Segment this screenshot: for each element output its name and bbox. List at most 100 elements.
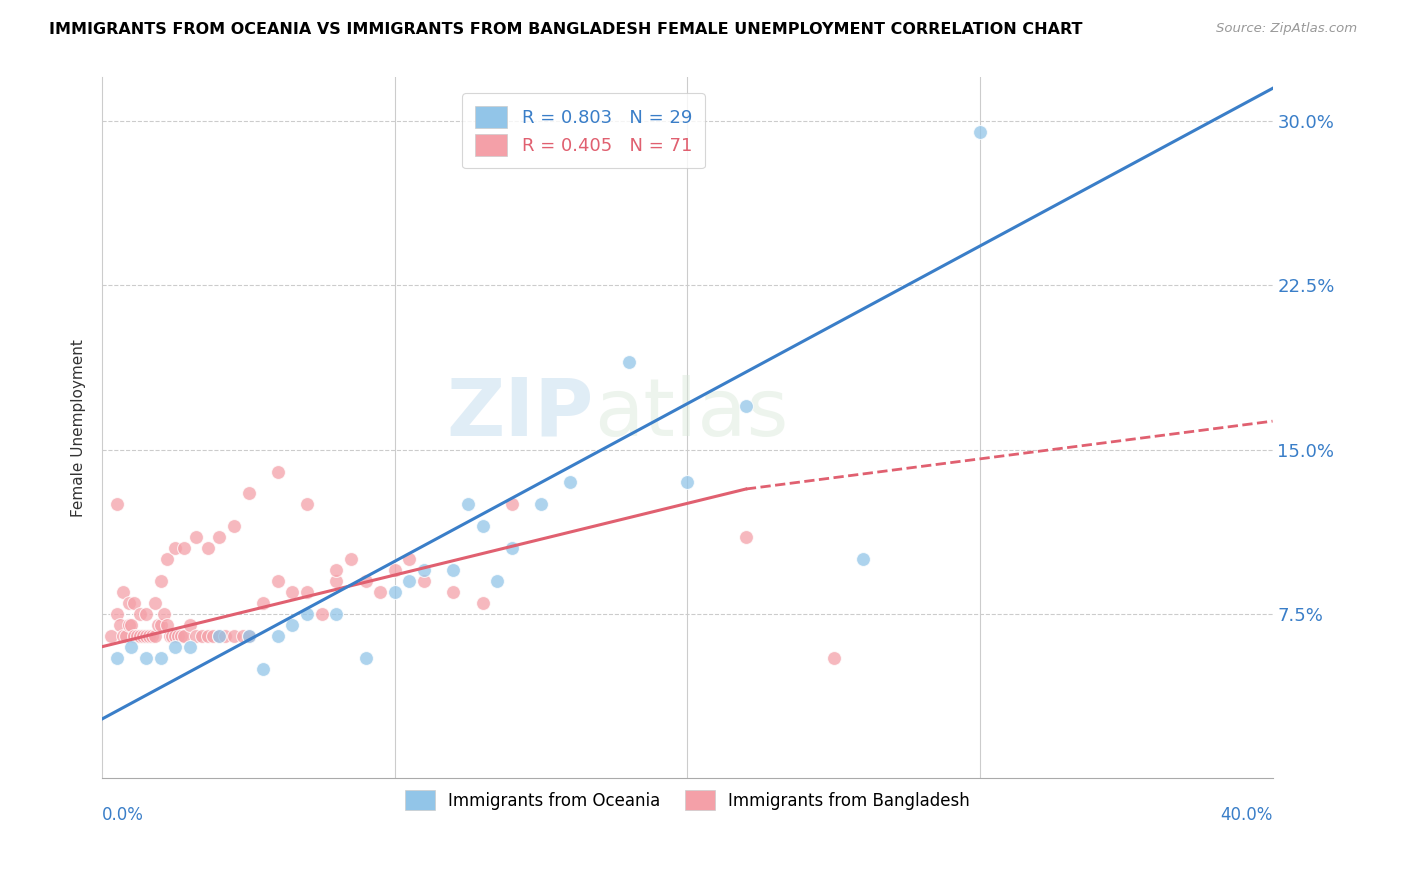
Point: [252, 661, 274, 675]
Point: [413, 574, 436, 588]
Text: IMMIGRANTS FROM OCEANIA VS IMMIGRANTS FROM BANGLADESH FEMALE UNEMPLOYMENT CORREL: IMMIGRANTS FROM OCEANIA VS IMMIGRANTS FR…: [49, 22, 1083, 37]
Point: [560, 475, 582, 490]
Point: [149, 574, 172, 588]
Point: [127, 629, 149, 643]
Point: [281, 585, 304, 599]
Point: [384, 563, 406, 577]
Point: [132, 629, 155, 643]
Point: [267, 629, 290, 643]
Point: [617, 355, 640, 369]
Text: Source: ZipAtlas.com: Source: ZipAtlas.com: [1216, 22, 1357, 36]
Point: [190, 629, 212, 643]
Point: [311, 607, 333, 621]
Point: [152, 607, 174, 621]
Point: [124, 596, 146, 610]
Point: [108, 617, 131, 632]
Point: [325, 574, 347, 588]
Point: [267, 465, 290, 479]
Text: atlas: atlas: [593, 375, 789, 453]
Point: [179, 617, 201, 632]
Point: [471, 596, 494, 610]
Point: [155, 552, 177, 566]
Y-axis label: Female Unemployment: Female Unemployment: [72, 339, 86, 516]
Point: [173, 629, 195, 643]
Point: [486, 574, 509, 588]
Point: [457, 497, 479, 511]
Text: ZIP: ZIP: [447, 375, 593, 453]
Point: [735, 530, 758, 544]
Point: [184, 629, 207, 643]
Point: [413, 563, 436, 577]
Point: [135, 607, 157, 621]
Point: [141, 629, 163, 643]
Point: [295, 607, 318, 621]
Point: [208, 629, 231, 643]
Legend: Immigrants from Oceania, Immigrants from Bangladesh: Immigrants from Oceania, Immigrants from…: [396, 781, 979, 819]
Point: [295, 585, 318, 599]
Point: [252, 596, 274, 610]
Point: [823, 650, 845, 665]
Point: [340, 552, 363, 566]
Point: [197, 629, 219, 643]
Point: [267, 574, 290, 588]
Point: [179, 640, 201, 654]
Point: [105, 650, 128, 665]
Point: [222, 519, 245, 533]
Point: [143, 629, 166, 643]
Point: [162, 629, 184, 643]
Point: [138, 629, 160, 643]
Point: [676, 475, 699, 490]
Point: [384, 585, 406, 599]
Point: [441, 585, 464, 599]
Point: [295, 497, 318, 511]
Point: [325, 563, 347, 577]
Text: 40.0%: 40.0%: [1220, 806, 1272, 824]
Point: [129, 629, 152, 643]
Point: [165, 629, 187, 643]
Point: [238, 629, 260, 643]
Point: [354, 574, 377, 588]
Point: [214, 629, 236, 643]
Point: [149, 650, 172, 665]
Point: [441, 563, 464, 577]
Point: [208, 530, 231, 544]
Point: [735, 399, 758, 413]
Point: [114, 629, 136, 643]
Point: [117, 617, 139, 632]
Point: [208, 629, 231, 643]
Point: [149, 617, 172, 632]
Point: [155, 617, 177, 632]
Point: [197, 541, 219, 555]
Point: [159, 629, 181, 643]
Point: [170, 629, 193, 643]
Point: [135, 629, 157, 643]
Text: 0.0%: 0.0%: [103, 806, 143, 824]
Point: [184, 530, 207, 544]
Point: [471, 519, 494, 533]
Point: [167, 629, 190, 643]
Point: [129, 607, 152, 621]
Point: [121, 640, 143, 654]
Point: [105, 607, 128, 621]
Point: [238, 486, 260, 500]
Point: [111, 629, 134, 643]
Point: [501, 541, 523, 555]
Point: [501, 497, 523, 511]
Point: [146, 617, 169, 632]
Point: [165, 640, 187, 654]
Point: [969, 125, 991, 139]
Point: [232, 629, 254, 643]
Point: [121, 617, 143, 632]
Point: [530, 497, 553, 511]
Point: [281, 617, 304, 632]
Point: [100, 629, 122, 643]
Point: [165, 541, 187, 555]
Point: [325, 607, 347, 621]
Point: [202, 629, 225, 643]
Point: [398, 574, 420, 588]
Point: [143, 596, 166, 610]
Point: [117, 596, 139, 610]
Point: [124, 629, 146, 643]
Point: [368, 585, 391, 599]
Point: [111, 585, 134, 599]
